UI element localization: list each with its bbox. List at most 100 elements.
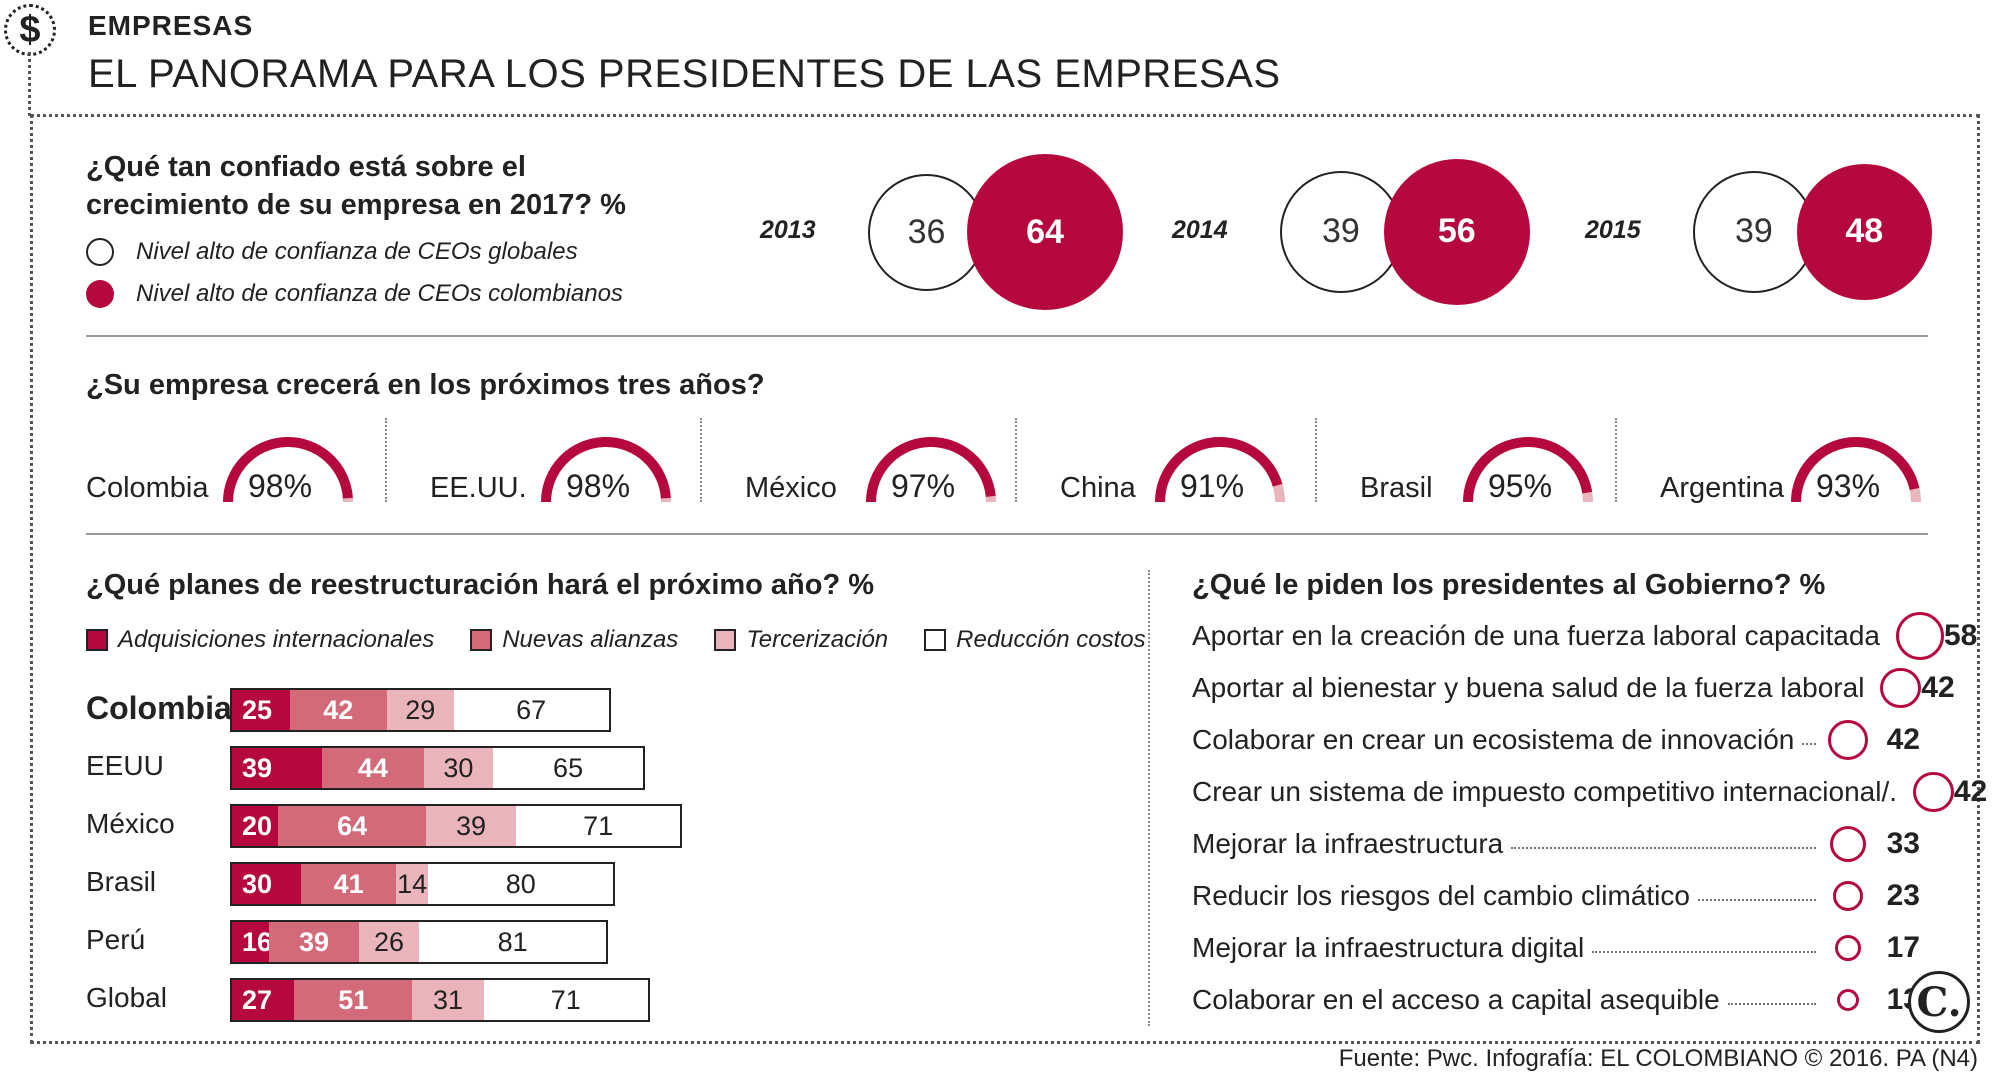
- leader-dots: [1697, 899, 1816, 901]
- gov-request-label: Aportar en la creación de una fuerza lab…: [1192, 620, 1880, 651]
- gauge-value: 93%: [1816, 468, 1881, 504]
- global-confidence-bubble: 39: [1280, 171, 1402, 293]
- gov-request-value: 23: [1886, 879, 1920, 912]
- bar-country-label: EEUU: [86, 750, 164, 781]
- colombia-confidence-bubble: 64: [967, 154, 1123, 310]
- gov-request-label: Aportar al bienestar y buena salud de la…: [1192, 672, 1865, 703]
- bar-country-label: Perú: [86, 924, 146, 955]
- gov-request-label: Reducir los riesgos del cambio climático: [1192, 880, 1690, 911]
- gauge-country-label: Brasil: [1360, 472, 1433, 504]
- source-credit: Fuente: Pwc. Infografía: EL COLOMBIANO ©…: [1338, 1045, 1978, 1072]
- gov-request-label: Colaborar en el acceso a capital asequib…: [1192, 984, 1720, 1015]
- gov-request-row: Crear un sistema de impuesto competitivo…: [1192, 771, 1987, 813]
- gauge-separator: [1015, 418, 1017, 502]
- gov-request-value: 33: [1886, 827, 1920, 860]
- column-separator: [1148, 570, 1150, 1026]
- adquisiciones-segment: 16: [232, 922, 272, 962]
- gov-request-row: Reducir los riesgos del cambio climático…: [1192, 876, 1920, 916]
- tercerizacion-segment: 26: [359, 922, 420, 962]
- gauge-country-label: México: [745, 472, 837, 504]
- stacked-bar: 20 64 39 71: [230, 804, 683, 848]
- gauge-value: 97%: [891, 468, 956, 504]
- gauge-separator: [700, 418, 702, 502]
- gauge-fill: [866, 437, 996, 503]
- legend-reduccion: Reducción costos: [924, 626, 1146, 654]
- gov-request-label: Mejorar la infraestructura: [1192, 828, 1504, 859]
- stacked-bar: 27 51 31 71: [230, 978, 650, 1022]
- legend-adquisiciones-label: Adquisiciones internacionales: [118, 626, 435, 653]
- reduccion-costos-segment: 81: [419, 922, 607, 962]
- legend-reduccion-swatch: [924, 629, 947, 651]
- gov-bubble-wrap: [1896, 612, 1944, 660]
- adquisiciones-segment: 27: [232, 980, 295, 1020]
- colombia-confidence-bubble: 48: [1796, 164, 1932, 300]
- stacked-bar: 16 39 26 81: [230, 920, 609, 964]
- content-frame: [30, 114, 1980, 1044]
- gauge-fill: [1791, 437, 1920, 503]
- nuevas-alianzas-segment: 64: [278, 806, 427, 846]
- gauge-value: 95%: [1488, 468, 1553, 504]
- nuevas-alianzas-segment: 44: [322, 748, 424, 788]
- gov-request-value: 42: [1886, 723, 1920, 756]
- gov-request-row: Aportar al bienestar y buena salud de la…: [1192, 667, 1955, 709]
- restructuring-legend: Adquisiciones internacionales Nuevas ali…: [86, 626, 1146, 654]
- legend-global-label: Nivel alto de confianza de CEOs globales: [136, 238, 578, 265]
- el-colombiano-logo-icon: C.: [1908, 971, 1970, 1033]
- legend-global-swatch: [86, 238, 114, 266]
- global-confidence-bubble: 36: [868, 173, 985, 291]
- adquisiciones-segment: 30: [232, 864, 302, 904]
- reduccion-costos-segment: 71: [516, 806, 681, 846]
- stacked-bar: 39 44 30 65: [230, 746, 646, 790]
- bar-country-label: Colombia: [86, 690, 232, 726]
- gov-request-label: Crear un sistema de impuesto competitivo…: [1192, 776, 1898, 807]
- legend-nuevas: Nuevas alianzas: [470, 626, 678, 654]
- confidence-question-line1: ¿Qué tan confiado está sobre el: [86, 151, 526, 183]
- gov-request-bubble: [1913, 771, 1954, 813]
- year-label: 2014: [1172, 216, 1228, 244]
- bar-country-label: Brasil: [86, 866, 157, 897]
- leader-dots: [1802, 743, 1816, 745]
- adquisiciones-segment: 25: [232, 690, 290, 730]
- global-confidence-bubble: 39: [1693, 171, 1815, 293]
- gov-request-bubble: [1896, 612, 1944, 660]
- legend-colombia-label: Nivel alto de confianza de CEOs colombia…: [136, 280, 623, 307]
- tercerizacion-segment: 31: [412, 980, 484, 1020]
- tercerizacion-segment: 30: [423, 748, 493, 788]
- gov-bubble-wrap: [1824, 719, 1872, 761]
- gauge-separator: [1615, 418, 1617, 502]
- stacked-bar: 30 41 14 80: [230, 862, 616, 906]
- growth-question: ¿Su empresa crecerá en los próximos tres…: [86, 369, 765, 401]
- reduccion-costos-segment: 67: [453, 690, 609, 730]
- gauge-country-label: Colombia: [86, 472, 209, 504]
- year-label: 2015: [1585, 216, 1641, 244]
- gauge: [541, 437, 671, 503]
- tercerizacion-segment: 29: [386, 690, 454, 730]
- legend-adquisiciones-swatch: [86, 629, 108, 651]
- legend-colombia: Nivel alto de confianza de CEOs colombia…: [86, 280, 623, 308]
- gov-request-value: 17: [1886, 931, 1920, 964]
- legend-colombia-swatch: [86, 280, 114, 308]
- gov-request-bubble: [1880, 667, 1922, 709]
- divider-1: [86, 335, 1928, 337]
- gov-request-label: Colaborar en crear un ecosistema de inno…: [1192, 724, 1795, 755]
- gauge-fill: [541, 437, 671, 503]
- gov-bubble-wrap: [1913, 771, 1954, 813]
- reduccion-costos-segment: 71: [483, 980, 648, 1020]
- gauge-fill: [1463, 437, 1593, 503]
- legend-reduccion-label: Reducción costos: [956, 626, 1146, 653]
- leader-dots: [1511, 847, 1816, 849]
- gauge-country-label: EE.UU.: [430, 472, 527, 504]
- reduccion-costos-segment: 65: [493, 748, 644, 788]
- gauge: [866, 437, 996, 503]
- gov-request-value: 42: [1953, 775, 1988, 808]
- legend-global: Nivel alto de confianza de CEOs globales: [86, 238, 578, 266]
- gov-request-row: Mejorar la infraestructura 33: [1192, 824, 1920, 864]
- stacked-bar: 25 42 29 67: [230, 688, 611, 732]
- gauge-country-label: China: [1060, 472, 1136, 504]
- gov-request-value: 58: [1944, 619, 1978, 652]
- nuevas-alianzas-segment: 42: [289, 690, 387, 730]
- gov-request-row: Colaborar en el acceso a capital asequib…: [1192, 980, 1920, 1020]
- legend-tercerizacion: Tercerización: [714, 626, 888, 654]
- gov-bubble-wrap: [1824, 880, 1872, 912]
- gov-request-row: Mejorar la infraestructura digital 17: [1192, 928, 1920, 968]
